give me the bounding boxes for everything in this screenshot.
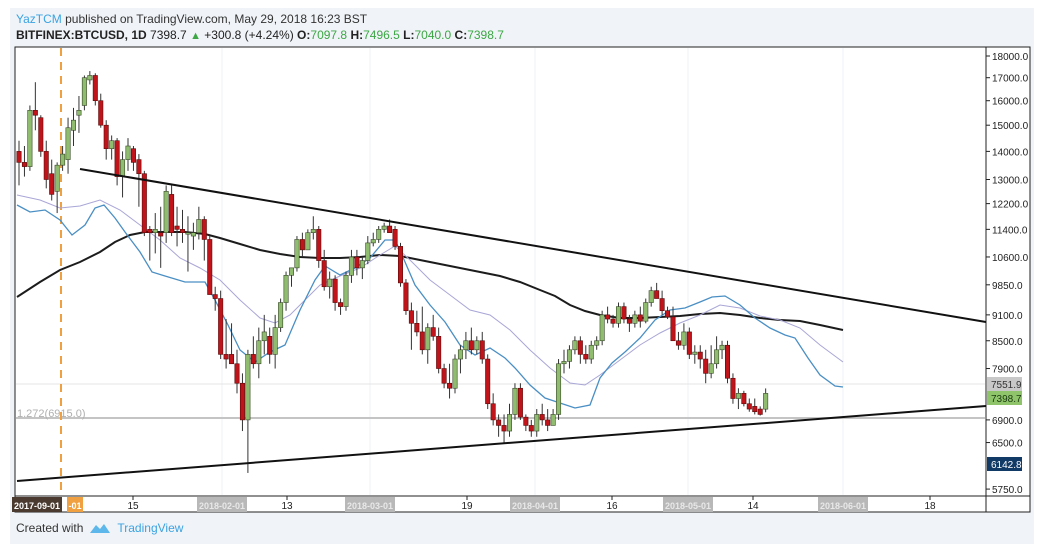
svg-text:18000.0: 18000.0 <box>992 52 1029 63</box>
svg-text:2018-03-01: 2018-03-01 <box>347 501 393 511</box>
svg-text:16: 16 <box>606 501 618 512</box>
svg-text:2017-09-01: 2017-09-01 <box>14 501 60 511</box>
close-label: C: <box>454 28 468 42</box>
svg-text:6142.8: 6142.8 <box>991 460 1022 471</box>
chart-frame <box>14 46 1031 513</box>
published-text: published on TradingView.com, May 29, 20… <box>65 12 368 26</box>
svg-text:15: 15 <box>127 501 139 512</box>
time-axis[interactable]: 2017-09-01 -01 15 2018-02-01 13 2018-03-01 19 2… <box>12 496 936 512</box>
svg-text:6900.0: 6900.0 <box>992 416 1023 427</box>
open-label: O: <box>297 28 311 42</box>
footer: Created with TradingView <box>16 521 183 535</box>
price-change: +300.8 (+4.24%) <box>204 28 294 42</box>
low-value: 7040.0 <box>414 28 452 42</box>
symbol-legend: BITFINEX:BTCUSD, 1D 7398.7 ▲ +300.8 (+4.… <box>16 28 504 42</box>
svg-text:13000.0: 13000.0 <box>992 176 1029 187</box>
svg-text:14000.0: 14000.0 <box>992 147 1029 158</box>
svg-text:9850.0: 9850.0 <box>992 281 1023 292</box>
created-with-text: Created with <box>16 521 84 535</box>
svg-text:7398.7: 7398.7 <box>991 394 1022 405</box>
svg-text:8500.0: 8500.0 <box>992 337 1023 348</box>
svg-text:15000.0: 15000.0 <box>992 121 1029 132</box>
svg-text:16000.0: 16000.0 <box>992 97 1029 108</box>
svg-text:7551.9: 7551.9 <box>991 380 1022 391</box>
open-value: 7097.8 <box>310 28 348 42</box>
svg-text:19: 19 <box>461 501 473 512</box>
svg-text:2018-06-01: 2018-06-01 <box>820 501 866 511</box>
author-link[interactable]: YazTCM <box>16 12 62 26</box>
trendlines[interactable] <box>16 168 987 482</box>
fib-extension-label: 1.272(6915.0) <box>17 408 86 420</box>
svg-text:2018-04-01: 2018-04-01 <box>512 501 558 511</box>
svg-text:9100.0: 9100.0 <box>992 311 1023 322</box>
svg-text:14: 14 <box>747 501 759 512</box>
svg-text:10600.0: 10600.0 <box>992 253 1029 264</box>
high-label: H: <box>350 28 364 42</box>
price-axis[interactable]: 18000.0 17000.0 16000.0 15000.0 14000.0 13000… <box>986 52 1029 496</box>
tradingview-link[interactable]: TradingView <box>117 521 184 535</box>
symbol-name: BITFINEX:BTCUSD, 1D <box>16 28 147 42</box>
svg-text:7900.0: 7900.0 <box>992 365 1023 376</box>
svg-text:6500.0: 6500.0 <box>992 439 1023 450</box>
svg-text:11400.0: 11400.0 <box>992 225 1028 236</box>
candlesticks <box>16 71 769 473</box>
svg-text:-01: -01 <box>68 501 81 511</box>
svg-text:2018-05-01: 2018-05-01 <box>665 501 711 511</box>
low-label: L: <box>403 28 415 42</box>
svg-text:13: 13 <box>281 501 293 512</box>
svg-text:12200.0: 12200.0 <box>992 200 1029 211</box>
svg-text:2018-02-01: 2018-02-01 <box>199 501 245 511</box>
last-price: 7398.7 <box>150 28 187 42</box>
slow-ema-line <box>16 194 844 386</box>
svg-text:18: 18 <box>924 501 936 512</box>
close-value: 7398.7 <box>467 28 504 42</box>
svg-text:17000.0: 17000.0 <box>992 74 1029 85</box>
high-value: 7496.5 <box>363 28 400 42</box>
svg-text:5750.0: 5750.0 <box>992 485 1023 496</box>
publish-info: YazTCM published on TradingView.com, May… <box>16 12 367 26</box>
fast-ema-line <box>16 204 844 409</box>
up-arrow-icon: ▲ <box>190 30 201 42</box>
tradingview-logo-icon <box>90 524 111 533</box>
